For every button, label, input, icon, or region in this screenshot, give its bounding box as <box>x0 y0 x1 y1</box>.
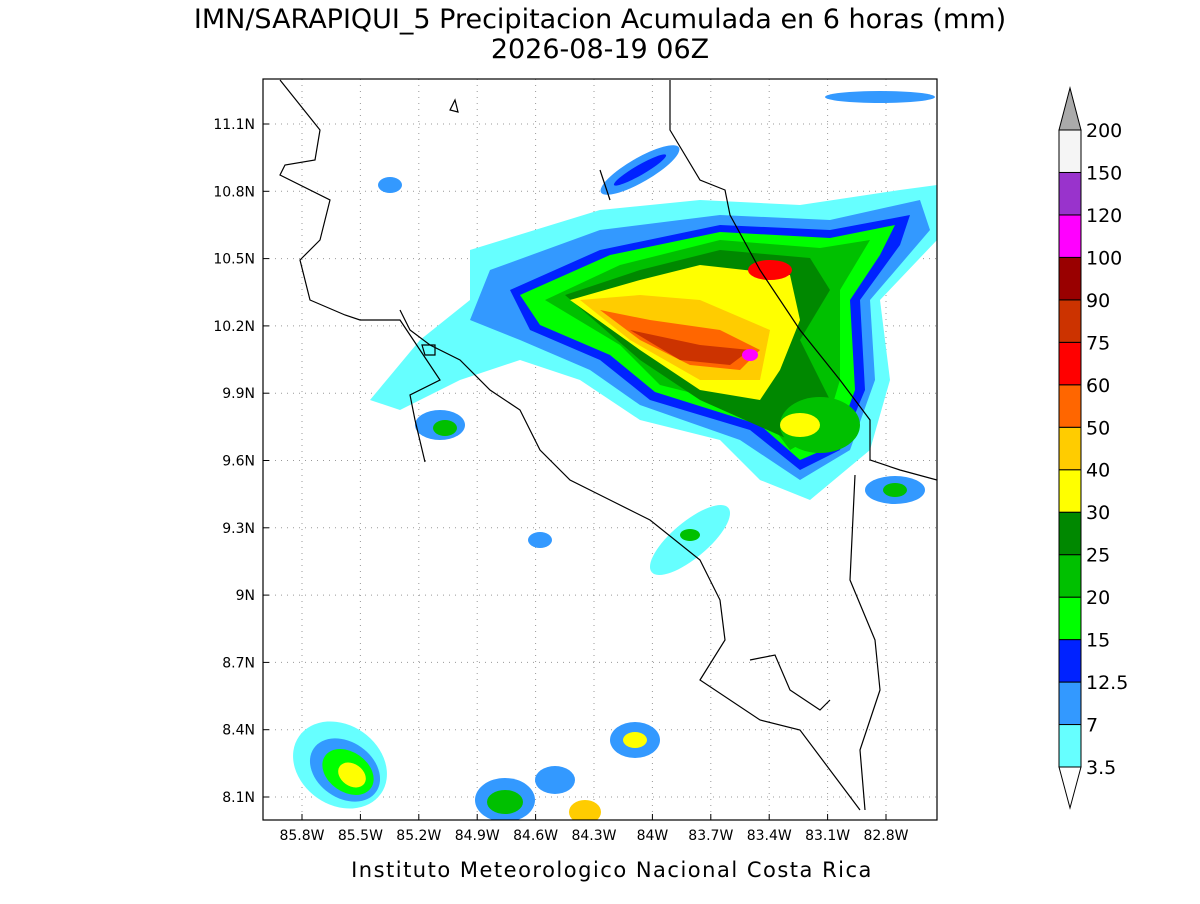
rain-7 <box>378 177 402 193</box>
lon-label: 83.1W <box>805 828 850 844</box>
colorbar-label: 120 <box>1086 205 1122 227</box>
colorbar-box <box>1058 384 1082 428</box>
colorbar-box <box>1058 256 1082 301</box>
lat-label: 9.9N <box>222 386 255 402</box>
colorbar-label: 12.5 <box>1086 672 1128 694</box>
lon-label: 83.7W <box>688 828 733 844</box>
colorbar-label: 100 <box>1086 247 1122 269</box>
rain-30 <box>623 732 647 748</box>
lon-label: 82.8W <box>863 828 908 844</box>
map-subtitle: 2026-08-19 06Z <box>491 34 709 65</box>
colorbar-box <box>1058 214 1082 258</box>
rain-20 <box>487 790 523 814</box>
colorbar-label: 3.5 <box>1086 757 1116 779</box>
lon-label: 83.4W <box>747 828 792 844</box>
rain-30 <box>780 413 820 437</box>
lon-label: 85.5W <box>338 828 383 844</box>
rain-12-5 <box>613 154 667 186</box>
colorbar-label: 30 <box>1086 502 1110 524</box>
colorbar-label: 40 <box>1086 460 1110 482</box>
colorbar-label: 150 <box>1086 162 1122 184</box>
colorbar-label: 50 <box>1086 417 1110 439</box>
lat-label: 9.3N <box>222 521 255 537</box>
colorbar-label: 20 <box>1086 587 1110 609</box>
lon-label: 85.2W <box>396 828 441 844</box>
colorbar: 3.5 7 12.5 15 20 25 30 40 50 60 75 90 100 120 150 200 <box>1058 86 1128 810</box>
map-frame <box>262 78 938 821</box>
lon-label: 84.6W <box>513 828 558 844</box>
lon-label: 84.9W <box>455 828 500 844</box>
colorbar-box <box>1058 554 1082 598</box>
lat-label: 10.8N <box>213 184 255 200</box>
precipitation-field <box>279 79 937 820</box>
rain-75 <box>630 330 750 365</box>
colorbar-box <box>1058 511 1082 556</box>
colorbar-label: 90 <box>1086 290 1110 312</box>
colorbar-box <box>1058 129 1082 173</box>
lat-label: 9.6N <box>222 454 255 470</box>
rain-20 <box>433 420 457 436</box>
colorbar-box <box>1058 469 1082 513</box>
colorbar-under <box>1058 766 1082 810</box>
colorbar-box <box>1058 639 1082 683</box>
lat-label: 8.4N <box>222 723 255 739</box>
colorbar-label: 75 <box>1086 332 1110 354</box>
colorbar-label: 15 <box>1086 630 1110 652</box>
colorbar-label: 60 <box>1086 375 1110 397</box>
lat-label: 11.1N <box>213 117 255 133</box>
colorbar-box <box>1058 426 1082 471</box>
lat-label: 8.1N <box>222 790 255 806</box>
colorbar-label: 200 <box>1086 120 1122 142</box>
rain-7 <box>528 532 552 548</box>
colorbar-label: 25 <box>1086 545 1110 567</box>
lat-label: 8.7N <box>222 655 255 671</box>
colorbar-box <box>1058 299 1082 343</box>
lon-label: 85.8W <box>279 828 324 844</box>
colorbar-over <box>1058 86 1082 131</box>
coastlines <box>279 79 937 811</box>
rain-30 <box>338 762 366 788</box>
colorbar-box <box>1058 724 1082 768</box>
rain-40 <box>569 800 601 820</box>
colorbar-box <box>1058 681 1082 726</box>
rain-7 <box>825 91 935 103</box>
rain-20 <box>680 529 700 541</box>
lat-label: 10.5N <box>213 252 255 268</box>
lat-label: 10.2N <box>213 319 255 335</box>
colorbar-box <box>1058 171 1082 216</box>
lon-label: 84.3W <box>571 828 616 844</box>
colorbar-label: 7 <box>1086 715 1098 737</box>
colorbar-box <box>1058 341 1082 386</box>
lon-label: 84W <box>637 828 669 844</box>
footer: Instituto Meteorologico Nacional Costa R… <box>351 858 873 882</box>
map-title: IMN/SARAPIQUI_5 Precipitacion Acumulada … <box>194 4 1006 35</box>
rain-120 <box>742 349 758 361</box>
rain-60 <box>748 260 792 280</box>
colorbar-box <box>1058 596 1082 641</box>
rain-20 <box>883 483 907 497</box>
rain-7 <box>535 766 575 794</box>
lat-label: 9N <box>236 588 255 604</box>
